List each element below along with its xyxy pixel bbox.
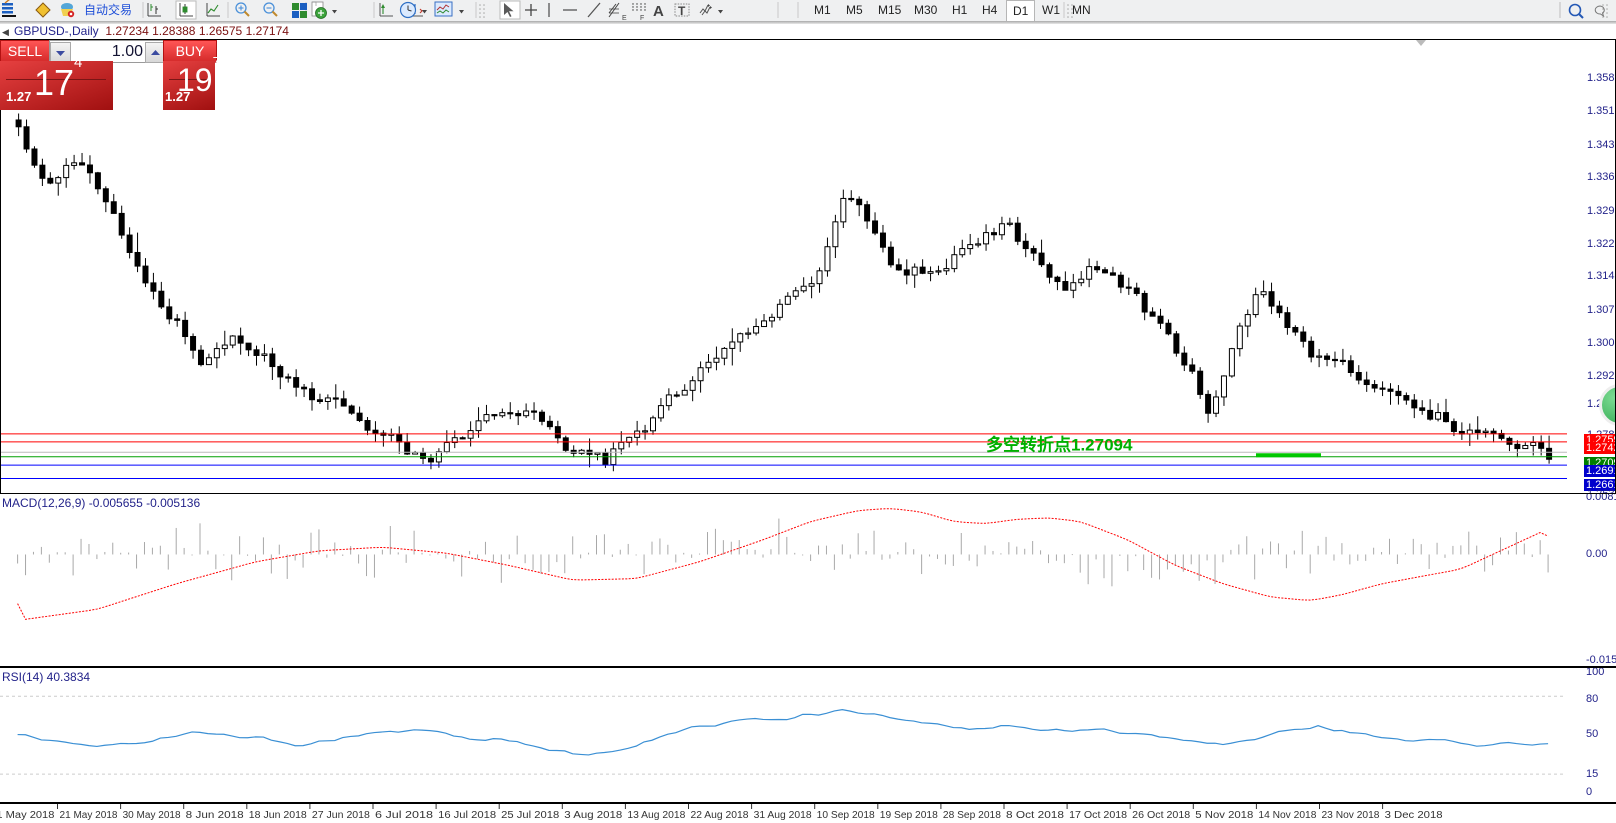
svg-text:6 Jul 2018: 6 Jul 2018 (375, 810, 434, 821)
svg-text:23 Nov 2018: 23 Nov 2018 (1322, 810, 1380, 821)
svg-text:22 Aug 2018: 22 Aug 2018 (691, 810, 749, 821)
svg-text:3 Aug 2018: 3 Aug 2018 (564, 810, 622, 821)
svg-text:A: A (653, 3, 664, 20)
svg-text:30 May 2018: 30 May 2018 (123, 810, 181, 821)
svg-text:自动交易: 自动交易 (84, 2, 132, 17)
svg-text:31 Aug 2018: 31 Aug 2018 (754, 810, 812, 821)
svg-text:27 Jun 2018: 27 Jun 2018 (312, 810, 370, 821)
svg-text:8 Jun 2018: 8 Jun 2018 (186, 810, 244, 821)
svg-text:T: T (678, 4, 686, 18)
svg-text:10 Sep 2018: 10 Sep 2018 (817, 810, 875, 821)
svg-text:17 Oct 2018: 17 Oct 2018 (1069, 810, 1127, 821)
svg-text:19 Sep 2018: 19 Sep 2018 (880, 810, 938, 821)
svg-text:26 Oct 2018: 26 Oct 2018 (1132, 810, 1190, 821)
svg-text:25 Jul 2018: 25 Jul 2018 (501, 810, 559, 821)
svg-text:18 Jun 2018: 18 Jun 2018 (249, 810, 307, 821)
svg-text:多空转折点1.27094: 多空转折点1.27094 (986, 435, 1133, 455)
svg-text:21 May 2018: 21 May 2018 (60, 810, 118, 821)
svg-text:3 Dec 2018: 3 Dec 2018 (1385, 810, 1443, 821)
svg-text:14 Nov 2018: 14 Nov 2018 (1258, 810, 1316, 821)
svg-text:13 Aug 2018: 13 Aug 2018 (627, 810, 685, 821)
svg-text:1 May 2018: 1 May 2018 (0, 810, 55, 821)
svg-text:16 Jul 2018: 16 Jul 2018 (438, 810, 496, 821)
svg-text:28 Sep 2018: 28 Sep 2018 (943, 810, 1001, 821)
svg-text:8 Oct 2018: 8 Oct 2018 (1006, 810, 1065, 821)
svg-text:5 Nov 2018: 5 Nov 2018 (1195, 810, 1253, 821)
